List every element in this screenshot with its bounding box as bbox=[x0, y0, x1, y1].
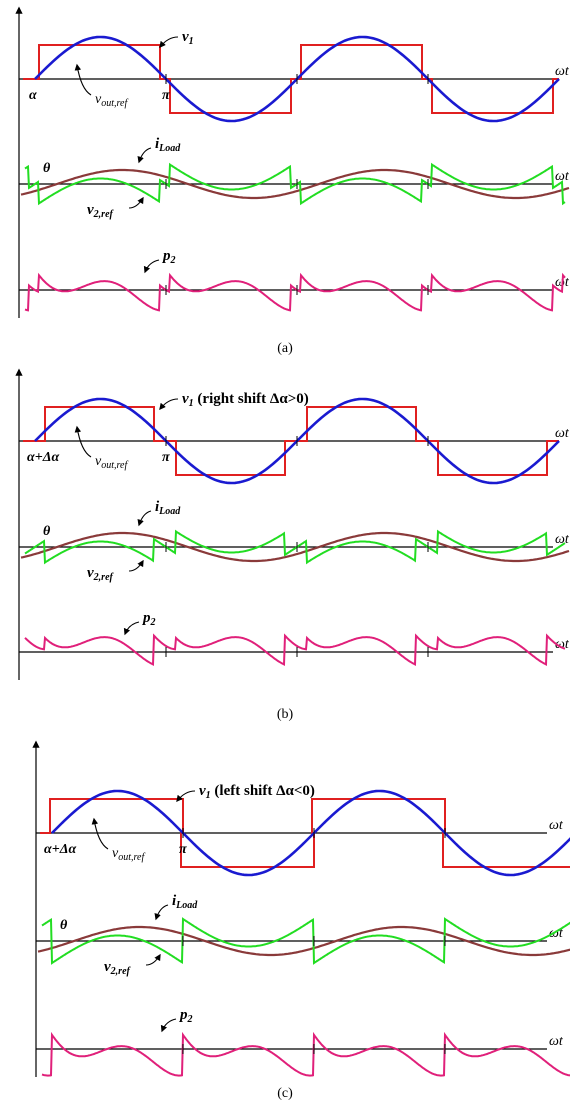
theta-label: θ bbox=[60, 918, 68, 933]
iload-label-sub: Load bbox=[175, 900, 198, 911]
v2-ref-wave bbox=[24, 162, 566, 206]
v2-label-main: v bbox=[87, 565, 94, 581]
p2-label: p2 bbox=[161, 248, 176, 266]
p2-label-sub: 2 bbox=[170, 255, 176, 266]
iload-label: iLoad bbox=[172, 893, 198, 911]
p2-power-wave bbox=[41, 1031, 570, 1077]
alpha-label: α+Δα bbox=[27, 450, 60, 465]
v1-label-main: v bbox=[182, 29, 189, 45]
vout-label-sub: out,ref bbox=[101, 98, 128, 109]
panel-b: ωt ωt ωt α+Δα π θ (b) bbox=[15, 368, 570, 722]
v2-label-sub: 2,ref bbox=[93, 572, 115, 583]
pi-label: π bbox=[162, 88, 170, 103]
p2-power-wave bbox=[24, 272, 566, 312]
v2-ref-wave bbox=[24, 529, 566, 565]
vout-label: vout,ref bbox=[95, 92, 128, 109]
v1-label-sub: 1 bbox=[189, 398, 194, 409]
pi-label: π bbox=[179, 842, 187, 857]
v1-arrow bbox=[159, 398, 179, 411]
vout-arrow bbox=[74, 63, 92, 96]
iload-label: iLoad bbox=[155, 499, 181, 517]
wt-label-2: ωt bbox=[555, 532, 570, 547]
iload-label-main: i bbox=[155, 136, 160, 152]
iload-current bbox=[37, 925, 570, 957]
v1-label: v1 (left shift Δα<0) bbox=[199, 783, 315, 801]
vout-label-main: v bbox=[112, 846, 119, 861]
iload-label: iLoad bbox=[155, 136, 181, 154]
v2-arrow bbox=[145, 953, 161, 966]
iload-current bbox=[20, 168, 570, 200]
vout-label: vout,ref bbox=[95, 454, 128, 471]
wt-label-2: ωt bbox=[555, 169, 570, 184]
p2-label-sub: 2 bbox=[187, 1014, 193, 1025]
v1-arrow bbox=[159, 36, 179, 49]
v1-label-sub: 1 bbox=[189, 36, 194, 47]
iload-label-sub: Load bbox=[158, 506, 181, 517]
vout-label: vout,ref bbox=[112, 846, 145, 863]
iload-label-main: i bbox=[172, 893, 177, 909]
v2-arrow bbox=[128, 196, 144, 209]
vout-label-sub: out,ref bbox=[101, 460, 128, 471]
v1-label: v1 bbox=[182, 29, 194, 47]
iload-arrow bbox=[154, 904, 169, 921]
p2-arrow bbox=[143, 259, 160, 274]
wt-label-1: ωt bbox=[555, 64, 570, 79]
p2-label-main: p bbox=[161, 248, 171, 264]
v1-label-suffix: (right shift Δα>0) bbox=[194, 391, 309, 407]
wt-label-3: ωt bbox=[549, 1034, 564, 1049]
panel-caption: (b) bbox=[277, 707, 294, 722]
p2-label: p2 bbox=[141, 610, 156, 628]
wt-label-1: ωt bbox=[555, 426, 570, 441]
vout-label-main: v bbox=[95, 92, 102, 107]
panel-caption: (c) bbox=[277, 1086, 293, 1101]
v2-arrow bbox=[128, 559, 144, 572]
vout-label-sub: out,ref bbox=[118, 852, 145, 863]
iload-label-main: i bbox=[155, 499, 160, 515]
p2-label: p2 bbox=[178, 1007, 193, 1025]
v2-label-main: v bbox=[104, 959, 111, 975]
iload-current bbox=[20, 531, 570, 563]
v1-label-main: v bbox=[182, 391, 189, 407]
v2-label: v2,ref bbox=[87, 202, 115, 220]
v1-label-suffix: (left shift Δα<0) bbox=[211, 783, 315, 799]
p2-arrow bbox=[160, 1018, 177, 1033]
alpha-label: α bbox=[29, 88, 37, 103]
theta-label: θ bbox=[43, 161, 51, 176]
wt-label-1: ωt bbox=[549, 818, 564, 833]
v1-label-sub: 1 bbox=[206, 790, 211, 801]
v1-arrow bbox=[176, 790, 196, 803]
p2-label-main: p bbox=[141, 610, 151, 626]
theta-label: θ bbox=[43, 524, 51, 539]
v1-label: v1 (right shift Δα>0) bbox=[182, 391, 309, 409]
v1-label-main: v bbox=[199, 783, 206, 799]
panel-caption: (a) bbox=[277, 341, 293, 356]
v2-label-main: v bbox=[87, 202, 94, 218]
wt-label-3: ωt bbox=[555, 637, 570, 652]
iload-arrow bbox=[137, 510, 152, 527]
v2-label-sub: 2,ref bbox=[110, 966, 132, 977]
vout-arrow bbox=[74, 425, 92, 458]
v2-label: v2,ref bbox=[104, 959, 132, 977]
v2-label: v2,ref bbox=[87, 565, 115, 583]
v2-label-sub: 2,ref bbox=[93, 209, 115, 220]
vout-label-main: v bbox=[95, 454, 102, 469]
v2-ref-wave bbox=[41, 917, 570, 965]
vout-arrow bbox=[91, 817, 109, 850]
pi-label: π bbox=[162, 450, 170, 465]
p2-label-sub: 2 bbox=[150, 617, 156, 628]
p2-power-wave bbox=[24, 633, 566, 666]
p2-label-main: p bbox=[178, 1007, 188, 1023]
iload-arrow bbox=[137, 147, 152, 164]
p2-arrow bbox=[123, 621, 140, 636]
iload-label-sub: Load bbox=[158, 143, 181, 154]
alpha-label: α+Δα bbox=[44, 842, 77, 857]
